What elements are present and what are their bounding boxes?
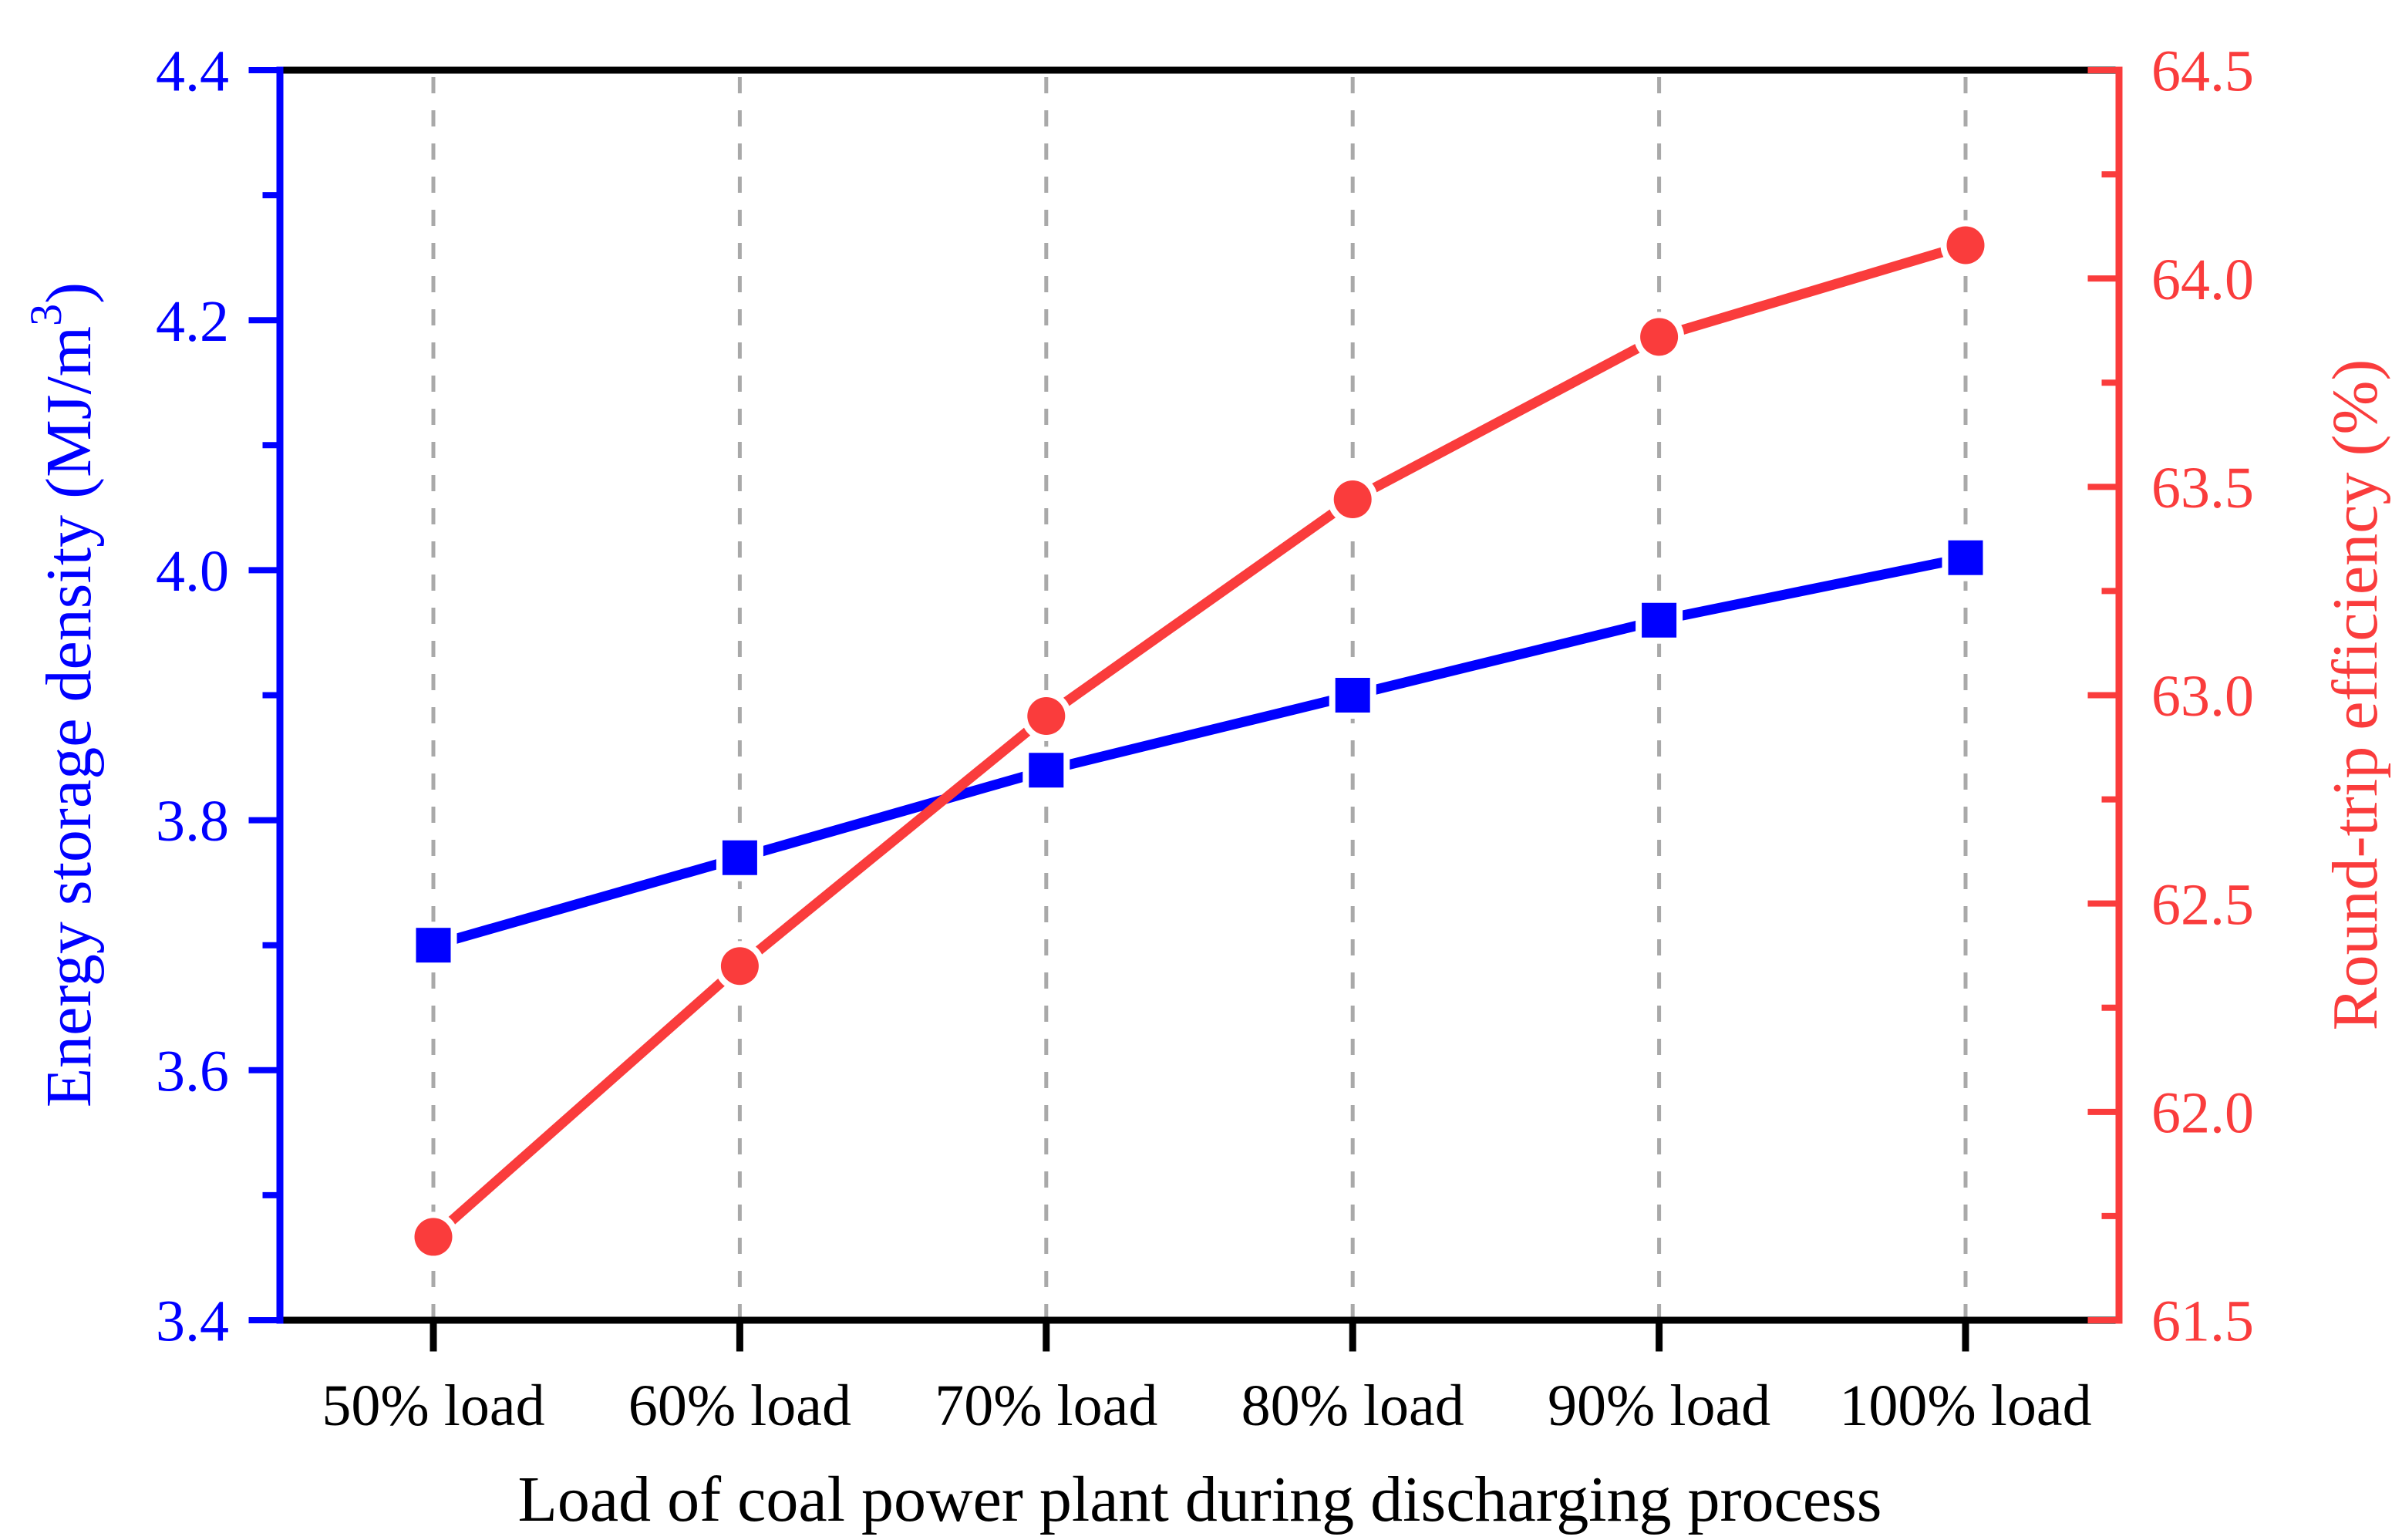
gridlines bbox=[431, 70, 1968, 1320]
right-tick-label: 63.5 bbox=[2151, 456, 2254, 521]
circle-marker bbox=[1640, 318, 1679, 356]
x-tick-label: 100% load bbox=[1839, 1373, 2091, 1438]
right-tick-label: 62.5 bbox=[2151, 872, 2254, 937]
right-tick-label: 61.5 bbox=[2151, 1289, 2254, 1354]
x-tick-label: 70% load bbox=[935, 1373, 1157, 1438]
axes bbox=[248, 66, 2123, 1352]
circle-marker bbox=[414, 1218, 453, 1256]
data-series bbox=[408, 220, 1991, 1262]
x-tick-label: 80% load bbox=[1241, 1373, 1464, 1438]
x-tick-label: 60% load bbox=[628, 1373, 851, 1438]
circle-marker bbox=[720, 947, 759, 986]
x-tick-label: 90% load bbox=[1548, 1373, 1770, 1438]
square-marker bbox=[1335, 678, 1370, 713]
circle-marker bbox=[1027, 697, 1066, 736]
left-tick-label: 3.8 bbox=[156, 789, 229, 854]
right-tick-label: 62.0 bbox=[2151, 1080, 2254, 1145]
circle-marker bbox=[1946, 226, 1985, 265]
left-tick-label: 4.2 bbox=[156, 289, 229, 354]
x-axis-title: Load of coal power plant during discharg… bbox=[518, 1464, 1882, 1535]
left-tick-label: 3.4 bbox=[156, 1289, 229, 1354]
series-round-trip-efficiency bbox=[408, 220, 1991, 1262]
left-tick-label: 4.0 bbox=[156, 539, 229, 604]
series-line bbox=[428, 552, 1971, 951]
square-marker bbox=[722, 840, 757, 875]
series-line bbox=[428, 240, 1971, 1242]
y-axis-title-right: Round-trip efficiency (%) bbox=[2319, 359, 2391, 1031]
square-marker bbox=[416, 928, 451, 963]
tick-labels: 3.4 3.6 3.8 4.0 4.2 4.4 61.5 62.0 62.5 63.0 63.5 64… bbox=[156, 39, 2254, 1438]
x-tick-label: 50% load bbox=[322, 1373, 544, 1438]
right-tick-label: 64.0 bbox=[2151, 248, 2254, 312]
right-tick-label: 64.5 bbox=[2151, 39, 2254, 104]
square-marker bbox=[1642, 602, 1677, 638]
left-tick-label: 3.6 bbox=[156, 1039, 229, 1104]
square-marker bbox=[1948, 540, 1983, 575]
series-energy-storage-density bbox=[409, 534, 1989, 969]
y-axis-title-left: Energy storage density (MJ/m3) bbox=[21, 282, 105, 1107]
left-tick-label: 4.4 bbox=[156, 39, 229, 104]
right-tick-label: 63.0 bbox=[2151, 664, 2254, 729]
circle-marker bbox=[1333, 480, 1372, 519]
square-marker bbox=[1029, 753, 1064, 788]
